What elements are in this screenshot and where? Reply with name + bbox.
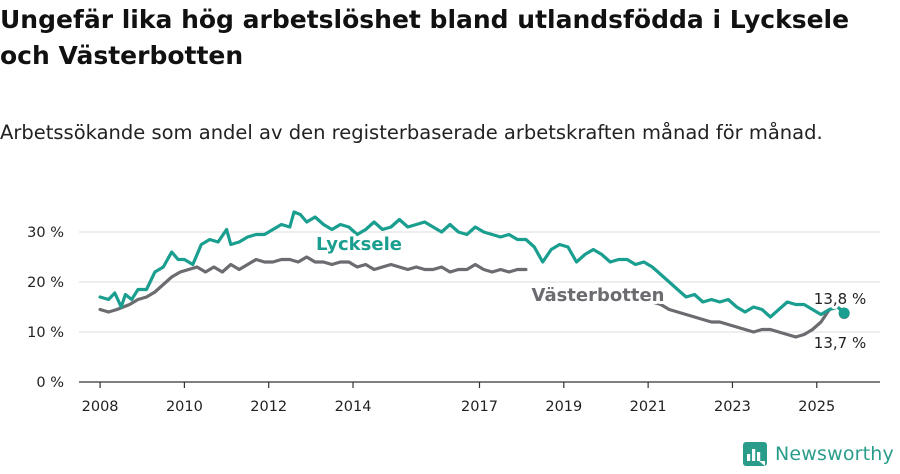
end-label-vasterbotten: 13,7 % [814, 334, 866, 352]
newsworthy-logo-icon [742, 442, 767, 466]
x-tick-label: 2012 [250, 399, 287, 415]
x-tick-label: 2019 [545, 399, 582, 415]
series-label-lycksele-halo: Lycksele [316, 234, 402, 255]
brand: Newsworthy [742, 439, 894, 469]
x-tick-label: 2023 [714, 399, 751, 415]
end-label-lycksele: 13,8 % [814, 290, 866, 308]
series-label-vasterbotten-halo: Västerbotten [532, 285, 665, 306]
series-label-lycksele: Lycksele [316, 234, 402, 255]
x-tick-label: 2021 [630, 399, 667, 415]
end-label-vasterbotten-halo: 13,7 % [814, 334, 866, 352]
end-label-lycksele-halo: 13,8 % [814, 290, 866, 308]
y-tick-label: 20 % [27, 275, 64, 291]
x-tick-label: 2010 [166, 399, 203, 415]
y-tick-label: 10 % [27, 325, 64, 341]
x-tick-label: 2014 [335, 399, 372, 415]
brand-name: Newsworthy [774, 443, 894, 465]
chart-subtitle: Arbetssökande som andel av den registerb… [0, 121, 823, 144]
series-lycksele-line [98, 210, 846, 319]
x-tick-label: 2025 [798, 399, 835, 415]
series-label-vasterbotten: Västerbotten [532, 285, 665, 306]
x-tick-label: 2008 [82, 399, 119, 415]
series-vasterbotten-line [98, 255, 846, 339]
x-tick-label: 2017 [461, 399, 498, 415]
chart-title: Ungefär lika hög arbetslöshet bland utla… [0, 5, 850, 70]
series-lycksele-end-point [838, 307, 850, 319]
y-tick-label: 0 % [36, 375, 64, 391]
y-tick-label: 30 % [27, 225, 64, 241]
